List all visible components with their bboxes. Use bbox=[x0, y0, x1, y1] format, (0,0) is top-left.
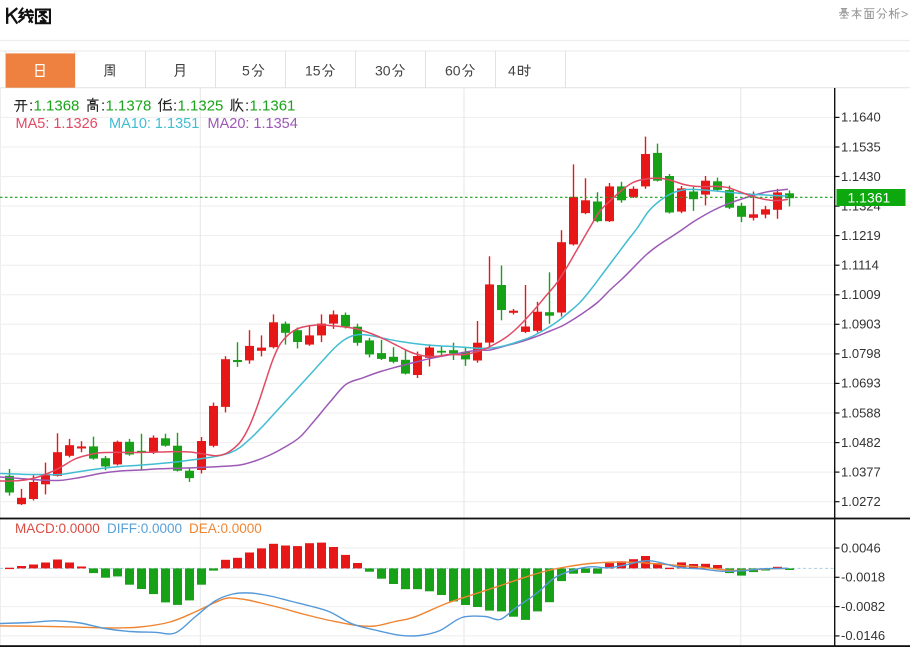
svg-text::: : bbox=[101, 98, 105, 115]
svg-text:MA10: 1.1351: MA10: 1.1351 bbox=[109, 116, 199, 132]
svg-text:1.0377: 1.0377 bbox=[841, 464, 881, 479]
svg-text:30: 30 bbox=[375, 63, 391, 79]
svg-text:MA20: 1.1354: MA20: 1.1354 bbox=[208, 116, 298, 132]
svg-text:1.0482: 1.0482 bbox=[841, 435, 881, 450]
svg-text:1.0798: 1.0798 bbox=[841, 346, 881, 361]
svg-text:1.1640: 1.1640 bbox=[841, 110, 881, 125]
svg-text:1.1368: 1.1368 bbox=[34, 98, 80, 115]
svg-text:-0.0146: -0.0146 bbox=[841, 628, 885, 643]
svg-text:1.1219: 1.1219 bbox=[841, 228, 881, 243]
svg-text:1.1378: 1.1378 bbox=[106, 98, 152, 115]
svg-text::: : bbox=[29, 98, 33, 115]
svg-text::: : bbox=[173, 98, 177, 115]
svg-text:-0.0018: -0.0018 bbox=[841, 570, 885, 585]
svg-text:5: 5 bbox=[242, 63, 250, 79]
svg-text:1.0588: 1.0588 bbox=[841, 405, 881, 420]
svg-text:1.1361: 1.1361 bbox=[250, 98, 296, 115]
svg-text:>: > bbox=[901, 8, 908, 22]
svg-text:1.1325: 1.1325 bbox=[178, 98, 224, 115]
svg-text:MACD:0.0000: MACD:0.0000 bbox=[15, 521, 100, 536]
svg-text:1.1114: 1.1114 bbox=[841, 258, 879, 273]
svg-text::: : bbox=[245, 98, 249, 115]
svg-text:1.1009: 1.1009 bbox=[841, 287, 881, 302]
svg-text:DEA:0.0000: DEA:0.0000 bbox=[189, 521, 262, 536]
svg-text:1.0272: 1.0272 bbox=[841, 494, 881, 509]
svg-text:-0.0082: -0.0082 bbox=[841, 599, 885, 614]
svg-text:MA5: 1.1326: MA5: 1.1326 bbox=[16, 116, 98, 132]
svg-text:1.1430: 1.1430 bbox=[841, 169, 881, 184]
svg-text:1.0693: 1.0693 bbox=[841, 376, 881, 391]
svg-text:1.1361: 1.1361 bbox=[848, 190, 891, 206]
svg-text:DIFF:0.0000: DIFF:0.0000 bbox=[107, 521, 182, 536]
svg-text:15: 15 bbox=[305, 63, 321, 79]
svg-text:1.0903: 1.0903 bbox=[841, 317, 881, 332]
svg-text:4: 4 bbox=[508, 63, 516, 79]
svg-text:1.1535: 1.1535 bbox=[841, 139, 881, 154]
svg-text:0.0046: 0.0046 bbox=[841, 540, 881, 555]
svg-text:60: 60 bbox=[445, 63, 461, 79]
